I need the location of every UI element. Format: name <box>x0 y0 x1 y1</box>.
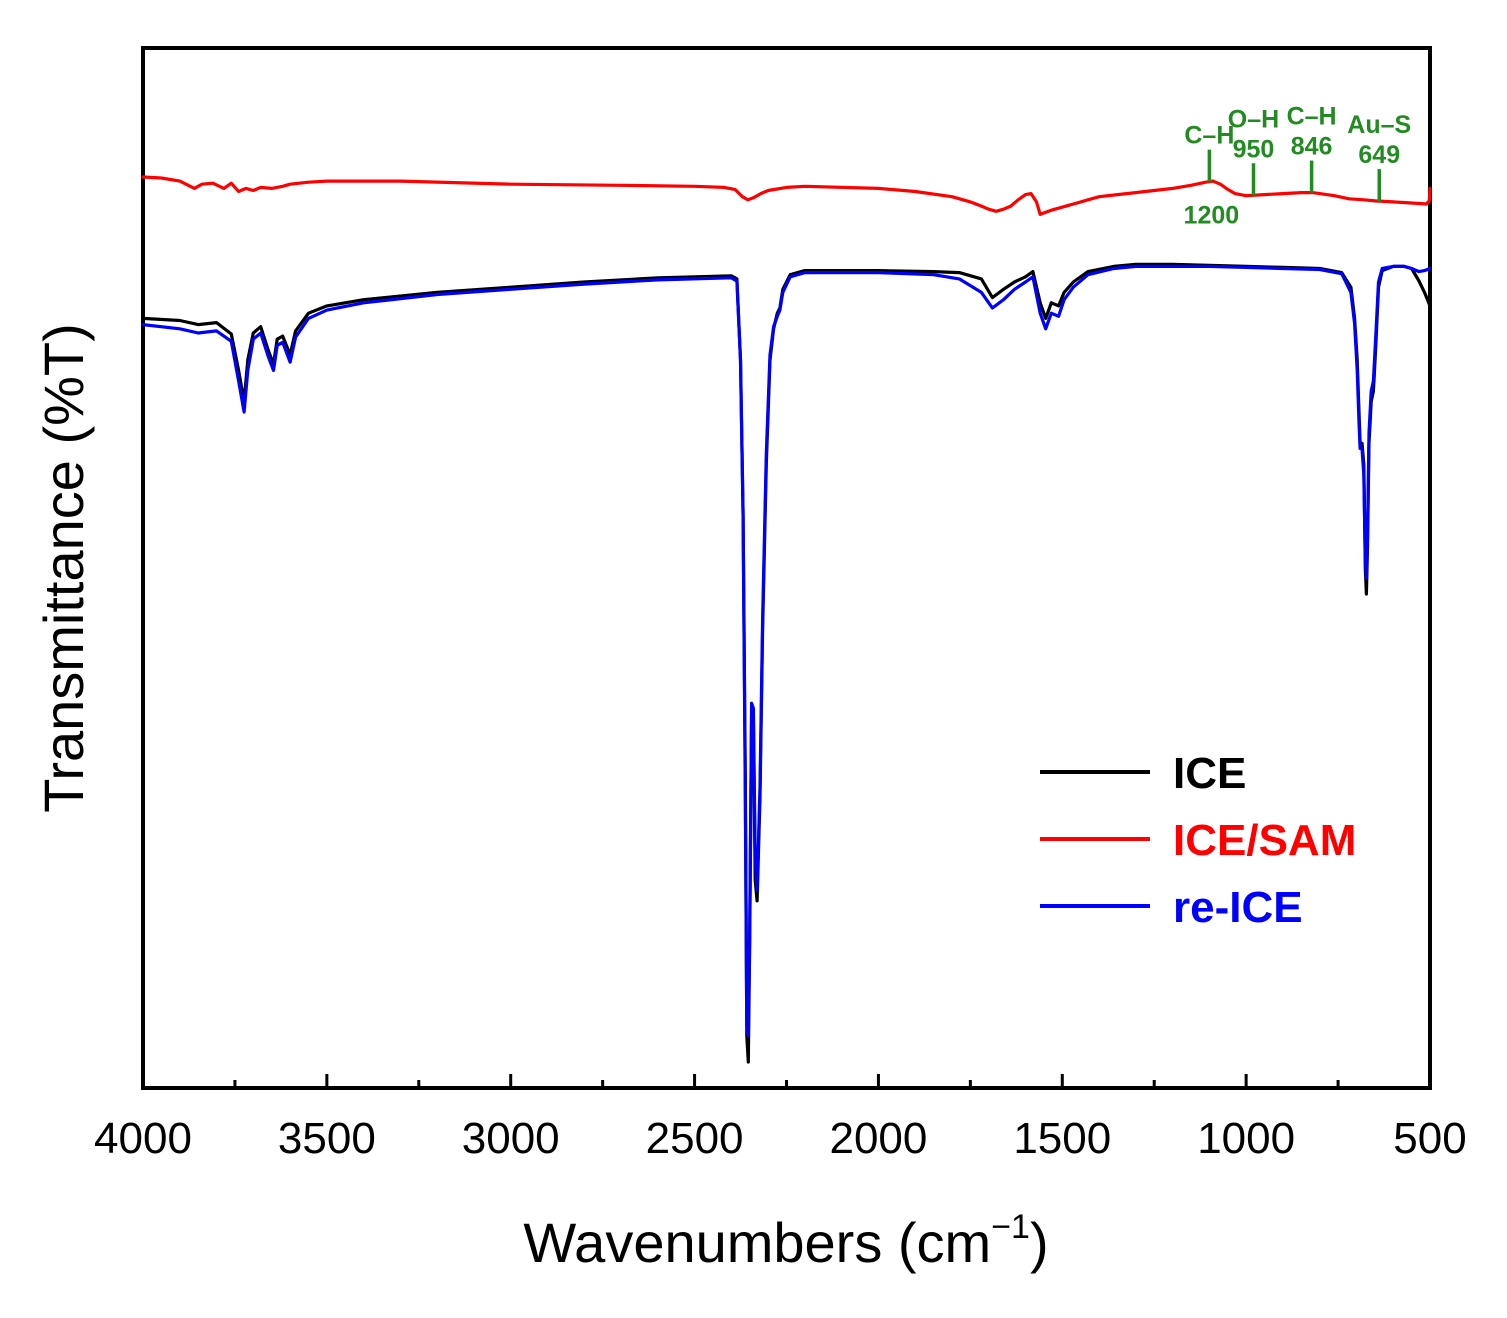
x-axis-title-superscript: −1 <box>991 1208 1030 1246</box>
legend: ICE ICE/SAM re-ICE <box>1040 749 1356 932</box>
x-tick-label: 1500 <box>1013 1114 1111 1163</box>
legend-label: re-ICE <box>1173 883 1303 932</box>
series-line-ice <box>141 262 1432 1064</box>
x-axis-ticks <box>141 1074 1432 1088</box>
legend-label: ICE <box>1173 749 1246 798</box>
annotation-group-label: O–H <box>1228 105 1279 133</box>
x-tick-label: 1000 <box>1197 1114 1295 1163</box>
x-axis-title-close: ) <box>1030 1211 1049 1274</box>
x-tick-label: 2000 <box>829 1114 927 1163</box>
annotation-wavenumber-label: 1200 <box>1184 202 1240 230</box>
x-tick-label: 2500 <box>646 1114 744 1163</box>
spectra-series <box>141 175 1432 1064</box>
x-tick-label: 3500 <box>278 1114 376 1163</box>
annotation-wavenumber-label: 846 <box>1291 133 1333 161</box>
annotation-wavenumber-label: 649 <box>1358 141 1400 169</box>
x-axis-title-main: Wavenumbers (cm <box>523 1211 991 1274</box>
series-line-ice-sam <box>141 175 1432 216</box>
annotation-group-label: C–H <box>1184 122 1234 150</box>
y-axis-title: Transmittance (%T) <box>32 323 95 813</box>
x-axis-title: Wavenumbers (cm−1) <box>523 1208 1048 1274</box>
x-tick-label: 3000 <box>462 1114 560 1163</box>
x-axis-tick-labels: 4000 3500 3000 2500 2000 1500 1000 500 <box>94 1114 1467 1163</box>
x-tick-label: 500 <box>1393 1114 1466 1163</box>
x-tick-label: 4000 <box>94 1114 192 1163</box>
annotation-group-label: Au–S <box>1347 111 1411 139</box>
annotation-group-label: C–H <box>1287 103 1337 131</box>
legend-label: ICE/SAM <box>1173 816 1356 865</box>
annotation-wavenumber-label: 950 <box>1233 135 1275 163</box>
series-line-re-ice <box>141 264 1432 1038</box>
